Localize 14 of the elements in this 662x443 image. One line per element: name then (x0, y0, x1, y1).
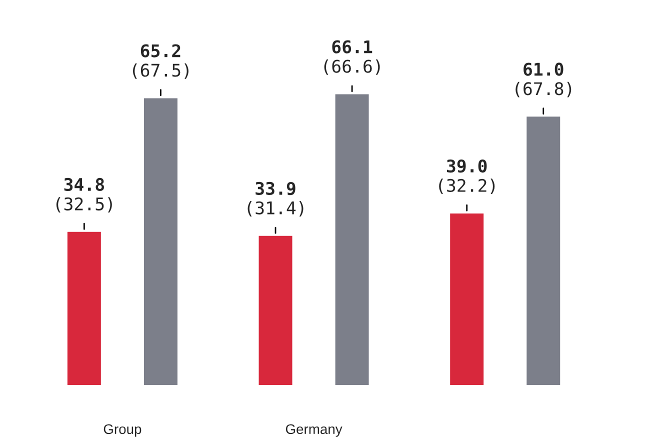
x-tick-label: Germany (286, 424, 342, 437)
data-label: 61.0 (67.8) (516, 62, 572, 98)
bar (67, 232, 101, 385)
data-label: 66.1 (66.6) (324, 40, 380, 75)
data-label: 34.8 (32.5) (56, 178, 112, 213)
data-label: 65.2 (67.5) (132, 44, 188, 79)
bar (258, 236, 292, 385)
data-label: 33.9 (31.4) (248, 182, 304, 216)
data-label: 39.0 (32.2) (439, 159, 495, 194)
x-tick-label: Group (104, 424, 142, 437)
bar (526, 116, 560, 385)
bar (450, 213, 484, 385)
bar (335, 94, 369, 385)
bar (144, 98, 178, 385)
